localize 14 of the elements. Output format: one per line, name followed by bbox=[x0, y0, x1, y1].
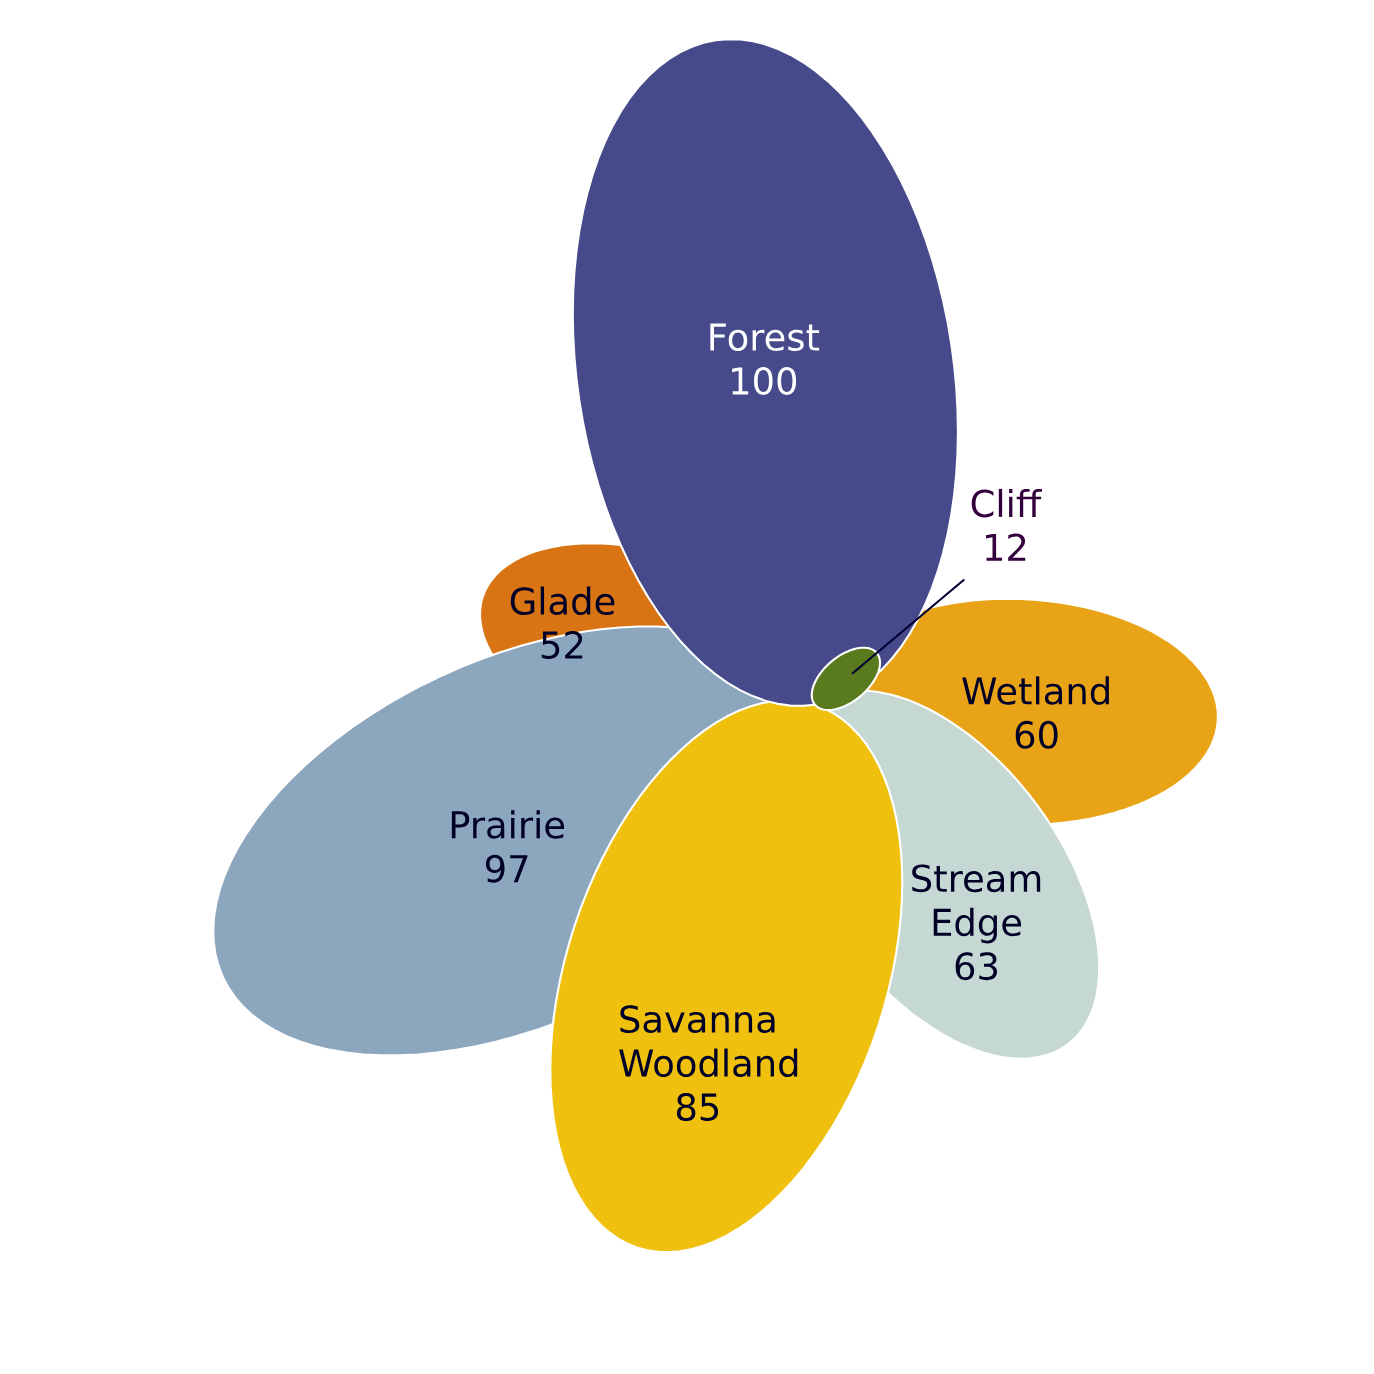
data-label: 100 bbox=[732, 367, 797, 395]
data-label: 60 bbox=[1015, 720, 1058, 749]
data-label: 85 bbox=[676, 1093, 719, 1121]
category-label: Prairie bbox=[451, 810, 565, 839]
category-label: Stream Edge bbox=[912, 864, 1041, 944]
category-label: Glade bbox=[510, 586, 615, 616]
category-label: Cliff bbox=[971, 488, 1042, 518]
data-label: 63 bbox=[955, 952, 998, 981]
category-label: Wetland bbox=[962, 676, 1109, 705]
data-label: 97 bbox=[485, 854, 528, 883]
category-label: Savanna Woodland bbox=[619, 1005, 798, 1077]
data-label: 52 bbox=[541, 631, 583, 659]
data-label: 12 bbox=[986, 533, 1026, 561]
category-label: Forest bbox=[710, 323, 820, 351]
